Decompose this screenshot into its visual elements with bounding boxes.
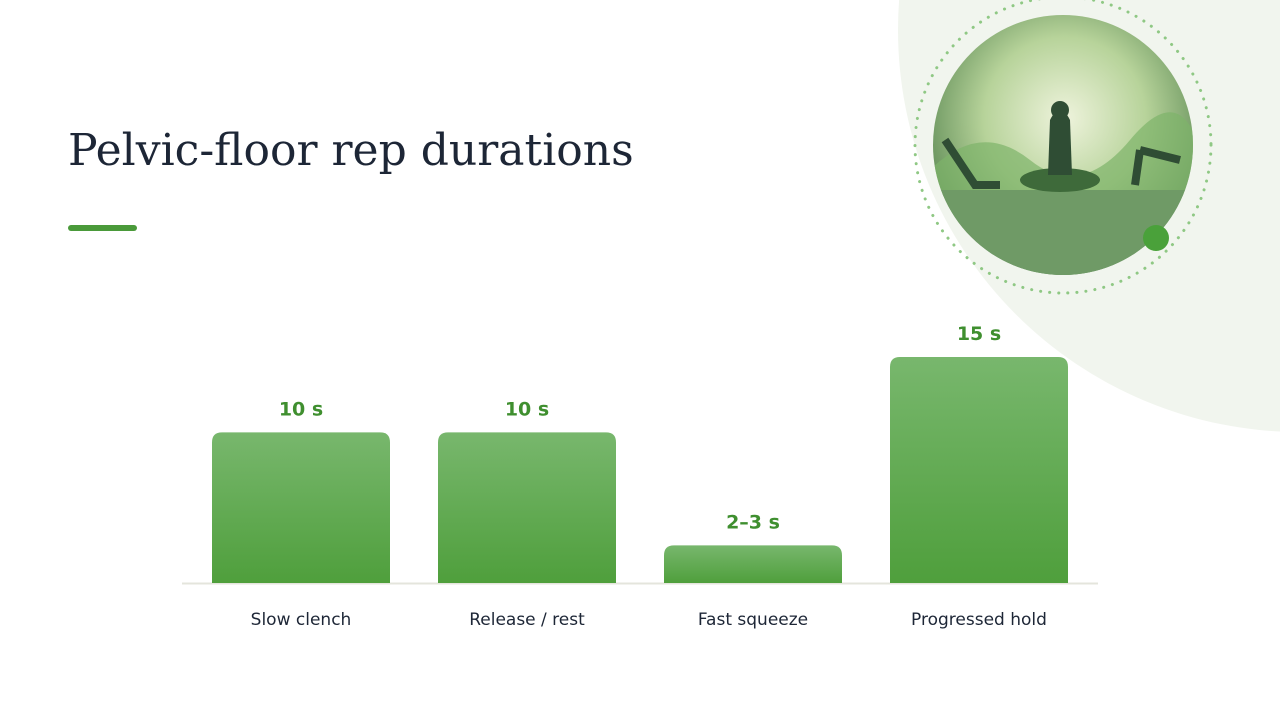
chart-title: Pelvic-floor rep durations (68, 125, 634, 176)
plot: Slow clench 10 s Release / rest 10 s Fast sq… (212, 323, 1068, 630)
x-tick-label: Release / rest (469, 610, 585, 630)
bar (890, 357, 1068, 583)
value-label: 2–3 s (726, 511, 780, 533)
bar (664, 545, 842, 583)
accent-dot (1143, 225, 1169, 251)
dotted-ring (913, 0, 1213, 295)
x-tick-label: Slow clench (251, 610, 352, 630)
x-tick-label: Fast squeeze (698, 610, 808, 630)
bar (438, 432, 616, 583)
title-underline (68, 225, 137, 231)
value-label: 10 s (279, 398, 323, 420)
x-tick-label: Progressed hold (911, 610, 1047, 630)
bar (212, 432, 390, 583)
illustration (933, 15, 1193, 275)
value-label: 15 s (957, 323, 1001, 345)
value-label: 10 s (505, 398, 549, 420)
